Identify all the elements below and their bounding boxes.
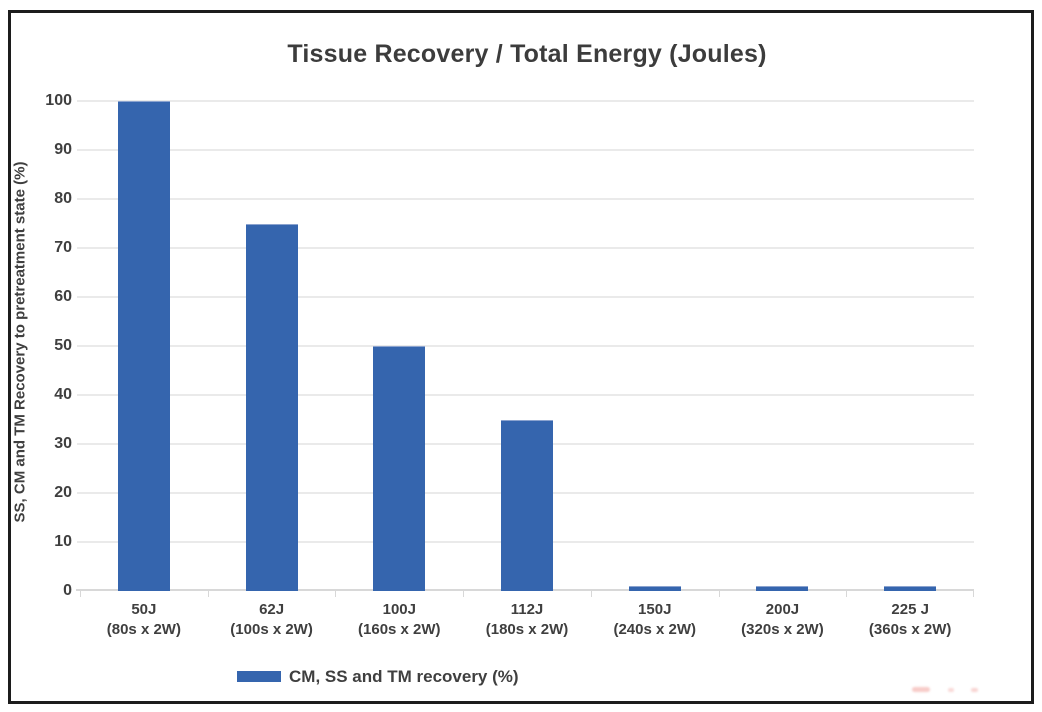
y-tick-label: 30 <box>54 435 72 452</box>
x-category-label-detail: (100s x 2W) <box>230 621 313 638</box>
y-axis-tick-labels: 0 10 20 30 40 50 60 70 80 90 100 <box>26 92 72 599</box>
x-category-label-detail: (360s x 2W) <box>868 621 952 638</box>
x-category-label: 200J (320s x 2W) <box>719 600 847 640</box>
watermark-artifact <box>912 687 930 692</box>
legend: CM, SS and TM recovery (%) <box>237 668 519 685</box>
bar-150J <box>628 586 681 591</box>
watermark-artifact <box>971 688 978 692</box>
x-axis-tick <box>463 591 465 597</box>
y-tick-label: 80 <box>54 190 72 207</box>
x-category-label-detail: (180s x 2W) <box>485 621 569 638</box>
y-tick-label: 50 <box>54 337 72 354</box>
gridline <box>77 345 974 347</box>
bar-225J <box>884 586 937 591</box>
plot-area <box>76 100 974 597</box>
bar-200J <box>756 586 809 591</box>
x-category-label: 62J (100s x 2W) <box>208 600 336 640</box>
x-category-label: 150J (240s x 2W) <box>591 600 719 640</box>
x-axis-tick <box>590 591 592 597</box>
bar-112J <box>501 419 553 591</box>
bar-100J <box>373 346 426 591</box>
x-category-label-energy: 62J <box>259 601 285 618</box>
x-category-label-detail: (160s x 2W) <box>358 621 441 638</box>
y-tick-label: 100 <box>45 92 72 109</box>
y-tick-label: 20 <box>54 484 72 501</box>
gridline <box>77 394 974 396</box>
x-category-label-energy: 100J <box>382 601 416 618</box>
watermark-artifact <box>948 688 954 692</box>
x-category-label: 112J (180s x 2W) <box>463 600 591 640</box>
y-tick-label: 0 <box>63 582 72 599</box>
x-axis-tick <box>335 591 337 597</box>
y-tick-label: 60 <box>54 288 72 305</box>
x-axis-tick <box>846 591 848 597</box>
x-category-label-energy: 50J <box>131 601 157 618</box>
x-axis-tick <box>80 591 81 597</box>
x-category-label-energy: 112J <box>510 601 544 618</box>
x-category-label-energy: 150J <box>638 601 672 618</box>
y-tick-label: 10 <box>54 533 72 550</box>
x-category-label-detail: (320s x 2W) <box>741 621 824 638</box>
gridline <box>77 198 974 200</box>
x-axis-tick <box>718 591 720 597</box>
x-category-label-detail: (80s x 2W) <box>106 621 181 638</box>
bar-50J <box>117 101 170 591</box>
x-category-label-energy: 200J <box>765 601 800 618</box>
x-category-label-energy: 225 J <box>891 601 929 618</box>
y-tick-label: 40 <box>54 386 72 403</box>
gridline <box>77 100 974 102</box>
gridline <box>77 149 974 151</box>
gridline <box>77 296 974 298</box>
x-axis-category-labels: 50J (80s x 2W) 62J (100s x 2W) 100J (160s x 2… <box>80 600 974 640</box>
x-axis-tick <box>207 591 209 597</box>
x-category-label: 225 J (360s x 2W) <box>846 600 974 640</box>
x-category-label: 50J (80s x 2W) <box>80 600 208 640</box>
gridline <box>77 247 974 249</box>
x-category-label: 100J (160s x 2W) <box>335 600 463 640</box>
x-category-label-detail: (240s x 2W) <box>613 621 696 638</box>
chart-title: Tissue Recovery / Total Energy (Joules) <box>287 40 767 68</box>
legend-label: CM, SS and TM recovery (%) <box>289 667 519 686</box>
bar-62J <box>245 223 298 591</box>
legend-swatch-icon <box>237 671 281 682</box>
y-tick-label: 90 <box>54 141 72 158</box>
x-axis-tick <box>973 591 974 597</box>
y-tick-label: 70 <box>54 239 72 256</box>
